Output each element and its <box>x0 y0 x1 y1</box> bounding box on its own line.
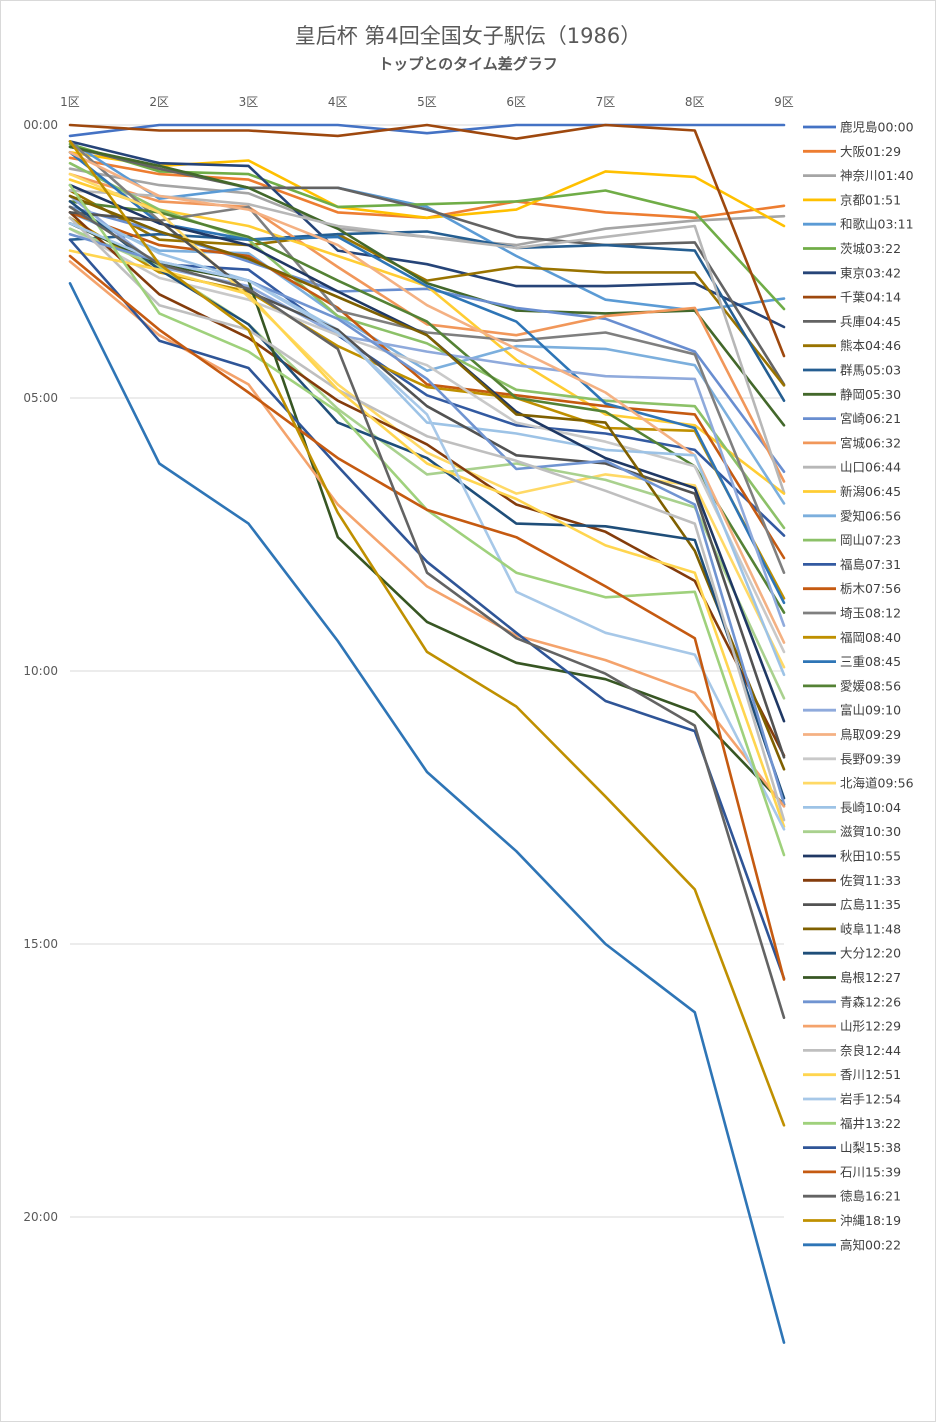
legend-label: 香川12:51 <box>840 1067 901 1082</box>
legend-label: 富山09:10 <box>840 703 901 718</box>
series-line <box>68 123 786 138</box>
legend-label: 新潟06:45 <box>840 484 901 499</box>
legend-label: 山口06:44 <box>840 460 901 475</box>
legend-label: 岐阜11:48 <box>840 921 901 936</box>
y-tick-label: 05:00 <box>23 391 58 405</box>
y-tick-label: 00:00 <box>23 118 58 132</box>
legend-label: 京都01:51 <box>840 192 901 207</box>
legend-label: 三重08:45 <box>840 654 901 669</box>
series-line <box>68 254 786 981</box>
series-line <box>68 211 786 505</box>
series-line <box>68 140 786 329</box>
series-line <box>68 151 786 644</box>
legend-label: 鹿児島00:00 <box>840 120 914 135</box>
series-line <box>68 205 786 1020</box>
series-line <box>68 216 786 822</box>
series-line <box>68 194 786 771</box>
legend-label: 奈良12:44 <box>840 1043 901 1058</box>
legend-label: 石川15:39 <box>840 1164 901 1179</box>
legend-label: 熊本04:46 <box>840 338 901 353</box>
legend-label: 滋賀10:30 <box>840 824 901 839</box>
legend-label: 佐賀11:33 <box>840 873 901 888</box>
legend-label: 宮城06:32 <box>840 435 901 450</box>
series-line <box>68 145 786 386</box>
series-line <box>68 140 786 1127</box>
y-tick-label: 10:00 <box>23 664 58 678</box>
legend-label: 沖縄18:19 <box>840 1213 901 1228</box>
legend-label: 福岡08:40 <box>840 630 901 645</box>
legend-label: 岩手12:54 <box>840 1092 901 1107</box>
legend-label: 愛媛08:56 <box>840 678 901 693</box>
legend-label: 福島07:31 <box>840 557 901 572</box>
legend-label: 高知00:22 <box>840 1237 901 1252</box>
legend-label: 鳥取09:29 <box>840 727 901 742</box>
legend-label: 東京03:42 <box>840 265 901 280</box>
series-line <box>68 211 786 560</box>
series-line <box>68 222 786 831</box>
legend-label: 群馬05:03 <box>840 363 901 378</box>
legend-label: 秋田10:55 <box>840 849 901 864</box>
legend-label: 島根12:27 <box>840 970 901 985</box>
legend-label: 広島11:35 <box>840 897 901 912</box>
legend-label: 栃木07:56 <box>840 581 901 596</box>
legend-label: 大分12:20 <box>840 946 901 961</box>
legend-label: 徳島16:21 <box>840 1189 901 1204</box>
legend-label: 北海道09:56 <box>840 776 914 791</box>
series-line <box>68 200 786 800</box>
series-line <box>68 249 786 828</box>
legend-label: 静岡05:30 <box>840 387 901 402</box>
legend-label: 愛知06:56 <box>840 508 901 523</box>
legend-label: 宮崎06:21 <box>840 411 901 426</box>
legend-label: 長野09:39 <box>840 751 901 766</box>
legend-label: 福井13:22 <box>840 1116 901 1131</box>
series-line <box>68 211 786 759</box>
x-tick-label: 6区 <box>506 95 526 109</box>
legend-label: 岡山07:23 <box>840 533 901 548</box>
x-tick-label: 5区 <box>417 95 437 109</box>
series-line <box>68 189 786 494</box>
x-tick-label: 8区 <box>685 95 705 109</box>
series-line <box>68 200 786 614</box>
x-tick-label: 4区 <box>328 95 348 109</box>
x-tick-label: 9区 <box>774 95 794 109</box>
series-line <box>68 227 786 654</box>
series-line <box>68 172 786 483</box>
legend-label: 青森12:26 <box>840 994 901 1009</box>
series-line <box>68 123 786 358</box>
x-tick-label: 3区 <box>239 95 259 109</box>
series-line <box>68 222 786 537</box>
x-tick-label: 1区 <box>60 95 80 109</box>
chart-title: 皇后杯 第4回全国女子駅伝（1986） <box>294 24 642 48</box>
series-line <box>68 222 786 807</box>
series-line <box>68 140 786 312</box>
legend-label: 山梨15:38 <box>840 1140 901 1155</box>
legend-label: 大阪01:29 <box>840 144 901 159</box>
series-line <box>68 230 786 403</box>
legend-label: 神奈川01:40 <box>840 168 914 183</box>
y-tick-label: 20:00 <box>23 1210 58 1224</box>
x-tick-label: 2区 <box>149 95 169 109</box>
legend-label: 和歌山03:11 <box>840 217 914 232</box>
series-line <box>68 205 786 677</box>
legend-label: 兵庫04:45 <box>840 314 901 329</box>
legend-label: 茨城03:22 <box>840 241 901 256</box>
legend-label: 千葉04:14 <box>840 290 901 305</box>
series-line <box>68 140 786 575</box>
y-tick-label: 15:00 <box>23 937 58 951</box>
chart-subtitle: トップとのタイム差グラフ <box>378 55 558 73</box>
x-tick-label: 7区 <box>596 95 616 109</box>
legend-label: 長崎10:04 <box>840 800 901 815</box>
legend-label: 山形12:29 <box>840 1019 901 1034</box>
legend-label: 埼玉08:12 <box>840 606 901 621</box>
series-line <box>68 281 786 1344</box>
series-line <box>68 151 786 605</box>
